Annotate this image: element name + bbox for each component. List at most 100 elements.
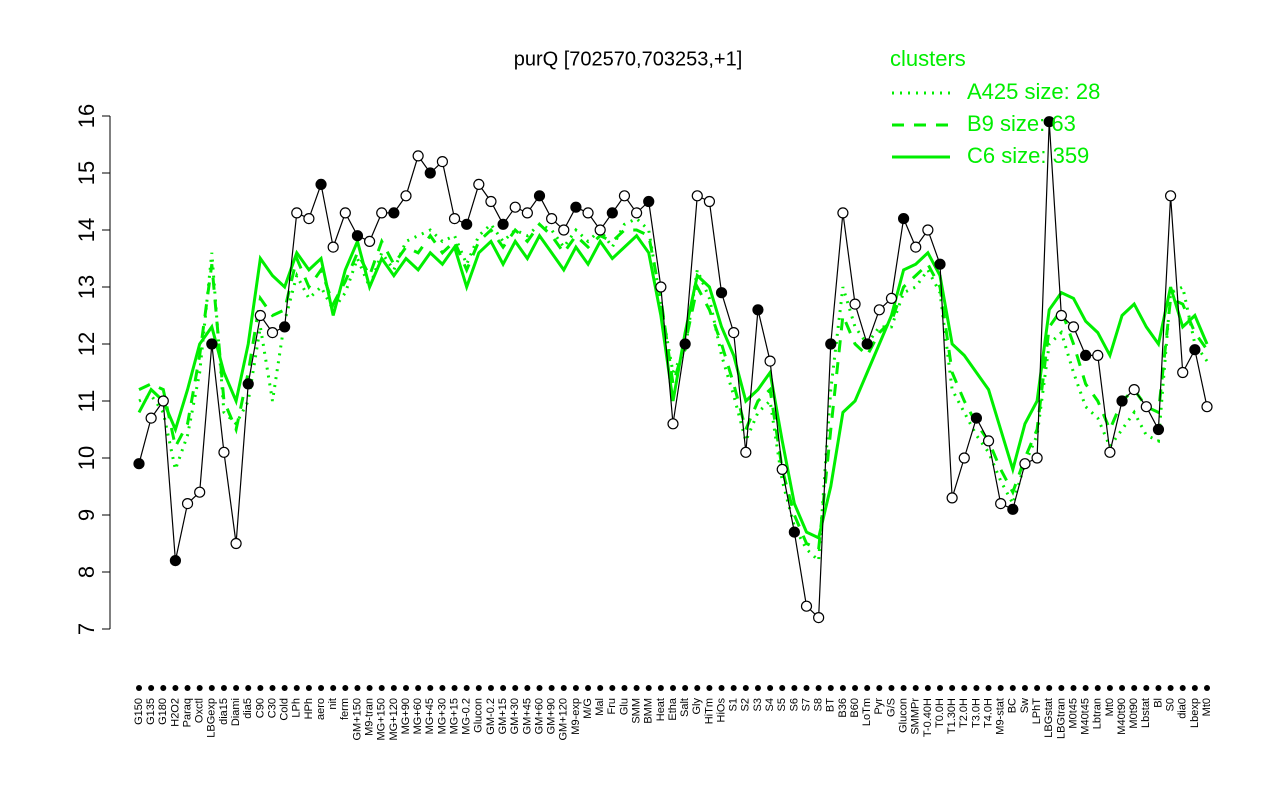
x-tick-label: T1.30H bbox=[946, 698, 958, 734]
point bbox=[1055, 309, 1067, 322]
x-tick-label: HiOs bbox=[715, 698, 727, 723]
point bbox=[897, 213, 910, 225]
point bbox=[752, 304, 764, 316]
point bbox=[691, 190, 703, 202]
point bbox=[958, 452, 970, 464]
x-dot bbox=[876, 685, 883, 691]
x-tick-label: G135 bbox=[145, 698, 157, 725]
y-tick-label: 7 bbox=[74, 623, 99, 635]
point bbox=[266, 327, 279, 339]
series-line bbox=[138, 216, 1209, 564]
x-dot bbox=[839, 685, 846, 691]
x-tick-label: GM-0.2 bbox=[485, 698, 497, 735]
x-tick-label: S8 bbox=[813, 698, 825, 711]
x-tick-label: MG+60 bbox=[412, 698, 424, 734]
x-tick-label: GM+120 bbox=[558, 698, 570, 741]
x-dot bbox=[645, 685, 652, 691]
x-dot bbox=[293, 685, 300, 691]
x-dot bbox=[245, 685, 252, 691]
point bbox=[181, 498, 194, 510]
legend-label: C6 size: 359 bbox=[967, 143, 1089, 168]
point bbox=[849, 298, 861, 310]
x-tick-label: M9-exp bbox=[570, 698, 582, 735]
x-tick-label: Bl bbox=[1152, 698, 1164, 708]
y-tick-label: 13 bbox=[74, 275, 99, 299]
point bbox=[1164, 190, 1177, 202]
x-tick-label: G180 bbox=[157, 698, 169, 725]
x-dot bbox=[439, 685, 446, 691]
point bbox=[351, 230, 364, 242]
x-tick-label: LBGtran bbox=[1055, 698, 1067, 739]
x-tick-label: M40t45 bbox=[1080, 698, 1092, 735]
x-dot bbox=[621, 685, 628, 691]
point bbox=[339, 207, 351, 219]
x-dot bbox=[864, 685, 871, 691]
x-tick-label: Diami bbox=[230, 698, 242, 726]
x-dot bbox=[1119, 685, 1126, 691]
legend-label: A425 size: 28 bbox=[967, 79, 1100, 104]
x-tick-label: H2O2 bbox=[169, 698, 181, 727]
y-tick-label: 14 bbox=[74, 218, 99, 242]
point bbox=[1201, 401, 1213, 413]
x-tick-label: Glucon bbox=[473, 698, 485, 733]
point bbox=[715, 287, 728, 299]
x-dot bbox=[900, 685, 907, 691]
x-tick-label: LPhT bbox=[1031, 698, 1043, 725]
x-tick-label: T0.0H bbox=[934, 698, 946, 728]
x-dot bbox=[500, 685, 507, 691]
x-dot bbox=[1082, 685, 1089, 691]
point bbox=[400, 190, 412, 202]
x-tick-label: T4.0H bbox=[982, 698, 994, 728]
x-dot bbox=[767, 685, 774, 691]
x-dot bbox=[475, 685, 482, 691]
y-tick-label: 8 bbox=[74, 566, 99, 578]
point bbox=[436, 156, 449, 168]
x-tick-label: MG+15 bbox=[448, 698, 460, 734]
x-dot bbox=[888, 685, 895, 691]
point bbox=[412, 150, 424, 162]
point bbox=[157, 395, 169, 407]
x-dot bbox=[208, 685, 215, 691]
x-tick-label: B60 bbox=[849, 698, 861, 718]
x-tick-label: HPh bbox=[303, 698, 315, 719]
x-tick-label: MG-0.2 bbox=[461, 698, 473, 735]
x-tick-label: G150 bbox=[133, 698, 145, 725]
point bbox=[1019, 458, 1031, 470]
x-tick-label: Mt0 bbox=[1104, 698, 1116, 716]
x-dot bbox=[827, 685, 834, 691]
x-dot bbox=[657, 685, 664, 691]
x-dot bbox=[354, 685, 361, 691]
point bbox=[885, 292, 898, 304]
x-tick-label: S1 bbox=[728, 698, 740, 711]
x-dot bbox=[512, 685, 519, 691]
x-dot bbox=[924, 685, 931, 691]
point bbox=[291, 207, 303, 219]
x-tick-label: T2.0H bbox=[958, 698, 970, 728]
x-dot bbox=[985, 685, 992, 691]
point bbox=[546, 213, 558, 225]
point bbox=[1177, 366, 1189, 379]
x-dot bbox=[754, 685, 761, 691]
x-dot bbox=[937, 685, 943, 691]
x-tick-label: GM+30 bbox=[509, 698, 521, 734]
point bbox=[655, 281, 667, 293]
point bbox=[388, 207, 400, 219]
point bbox=[934, 258, 946, 270]
x-dot bbox=[378, 685, 385, 691]
x-tick-label: S3 bbox=[752, 698, 764, 711]
x-tick-label: MG+90 bbox=[400, 698, 412, 734]
x-dot bbox=[973, 685, 980, 691]
x-tick-label: GM+45 bbox=[521, 698, 533, 734]
point bbox=[448, 213, 461, 225]
x-dot bbox=[1204, 685, 1210, 691]
point bbox=[1080, 349, 1092, 361]
point bbox=[813, 611, 825, 624]
point bbox=[910, 241, 922, 253]
point bbox=[922, 224, 934, 236]
point bbox=[946, 492, 958, 504]
x-tick-label: BC bbox=[1007, 698, 1019, 713]
x-dot bbox=[305, 685, 312, 691]
x-dot bbox=[597, 685, 604, 691]
point bbox=[521, 207, 533, 219]
